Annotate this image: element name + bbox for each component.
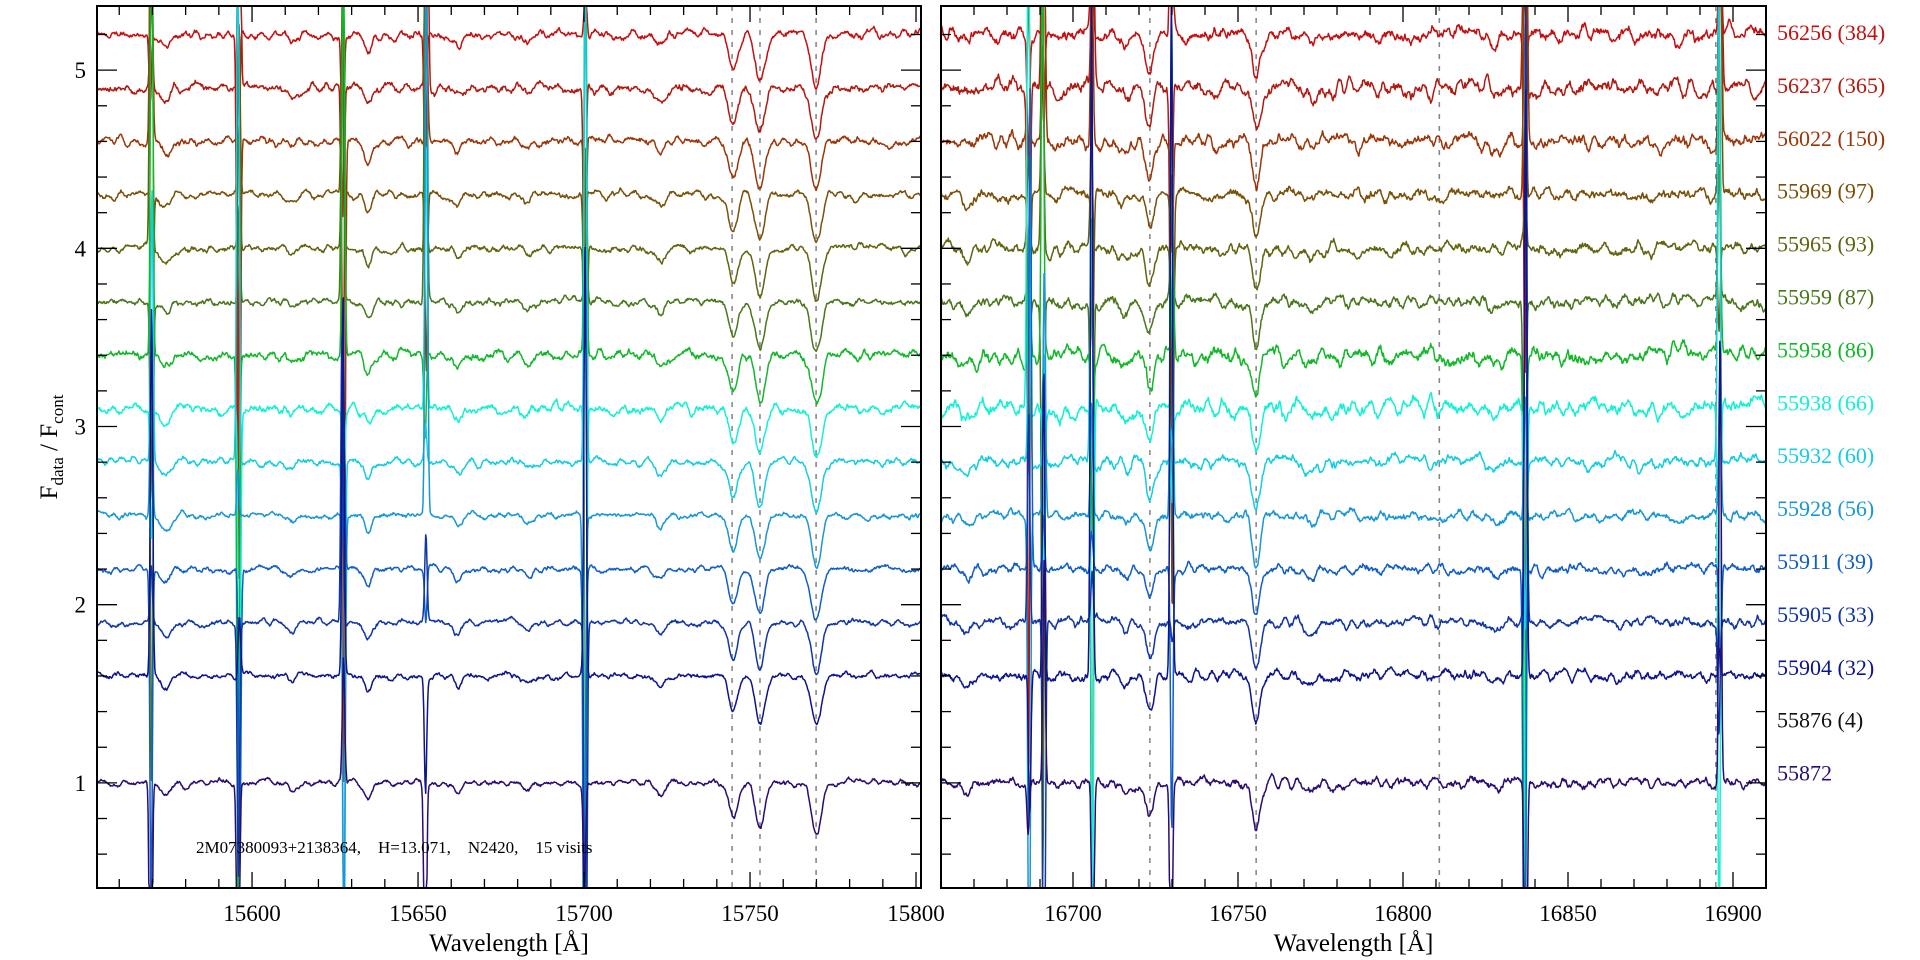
spectrum-55904 bbox=[941, 6, 1766, 814]
right-panel: 16700 16750 16800 16850 16900 Wavelength [Å] bbox=[940, 5, 1767, 957]
spectrum-56237 bbox=[97, 6, 921, 536]
spectrum-55932 bbox=[97, 6, 921, 888]
x-axis-label: Wavelength [Å] bbox=[429, 930, 589, 957]
spectrum-55965 bbox=[941, 6, 1766, 530]
y-tick-label: 2 bbox=[75, 593, 87, 618]
legend: 56256 (384) 56237 (365) 56022 (150) 55969 (… bbox=[1777, 20, 1885, 786]
legend-entry-56256: 56256 (384) bbox=[1777, 20, 1885, 45]
star-annotation: 2M07380093+2138364, H=13.071, N2420, 15 … bbox=[196, 838, 593, 857]
x-tick-label: 16800 bbox=[1374, 901, 1432, 926]
x-tick-label: 16850 bbox=[1539, 901, 1597, 926]
legend-entry-55911: 55911 (39) bbox=[1777, 549, 1873, 574]
legend-entry-55932: 55932 (60) bbox=[1777, 443, 1874, 468]
spectrum-55959 bbox=[941, 163, 1766, 888]
spectrum-55928 bbox=[97, 6, 921, 888]
legend-entry-56022: 56022 (150) bbox=[1777, 126, 1885, 151]
spectrum-55911 bbox=[941, 88, 1766, 888]
axes-frame bbox=[96, 5, 922, 889]
x-tick-label: 15600 bbox=[223, 901, 281, 926]
spectrum-55969 bbox=[97, 24, 921, 500]
spectrum-55965 bbox=[97, 6, 921, 803]
spectrum-56022 bbox=[97, 6, 921, 783]
legend-entry-55904: 55904 (32) bbox=[1777, 655, 1874, 680]
legend-entry-55965: 55965 (93) bbox=[1777, 232, 1874, 257]
spectrum-55959 bbox=[97, 6, 921, 781]
y-axis-label: Fdata / Fcont bbox=[36, 394, 67, 499]
x-tick-label: 15700 bbox=[555, 901, 613, 926]
x-tick-label: 16900 bbox=[1704, 901, 1762, 926]
legend-entry-55928: 55928 (56) bbox=[1777, 496, 1874, 521]
plot-area bbox=[941, 6, 1766, 888]
spectrum-55938 bbox=[941, 6, 1766, 888]
legend-entry-55959: 55959 (87) bbox=[1777, 285, 1874, 310]
legend-entry-55958: 55958 (86) bbox=[1777, 337, 1874, 362]
legend-entry-55938: 55938 (66) bbox=[1777, 390, 1874, 415]
spectrum-56022 bbox=[941, 6, 1766, 253]
x-tick-label: 15650 bbox=[389, 901, 447, 926]
spectrum-56237 bbox=[941, 6, 1766, 766]
legend-entry-55876: 55876 (4) bbox=[1777, 708, 1863, 733]
y-tick-label: 4 bbox=[75, 236, 87, 261]
spectrum-55932 bbox=[941, 6, 1766, 630]
left-panel: 15600 15650 15700 15750 15800 Wavelength [Å] 1… bbox=[75, 5, 945, 957]
spectrum-55928 bbox=[941, 6, 1766, 888]
x-tick-label: 15800 bbox=[887, 901, 945, 926]
spectrum-55872 bbox=[97, 657, 921, 888]
x-tick-label: 15750 bbox=[721, 901, 779, 926]
legend-entry-55905: 55905 (33) bbox=[1777, 602, 1874, 627]
x-tick-label: 16700 bbox=[1044, 901, 1102, 926]
spectrum-56256 bbox=[97, 6, 921, 523]
spectrum-55904 bbox=[97, 246, 921, 795]
axes-frame bbox=[940, 5, 1767, 889]
spectrum-56256 bbox=[941, 6, 1766, 374]
legend-entry-55969: 55969 (97) bbox=[1777, 179, 1874, 204]
legend-entry-56237: 56237 (365) bbox=[1777, 73, 1885, 98]
spectrum-55938 bbox=[97, 146, 921, 888]
spectrum-55958 bbox=[97, 6, 921, 888]
y-tick-label: 1 bbox=[75, 771, 87, 796]
spectrum-55872 bbox=[941, 340, 1766, 888]
y-tick-label: 5 bbox=[75, 58, 87, 83]
spectrum-55905 bbox=[97, 335, 921, 888]
x-axis-label: Wavelength [Å] bbox=[1274, 930, 1434, 957]
plot-area bbox=[97, 6, 921, 888]
spectrum-55958 bbox=[941, 6, 1766, 888]
spectrum-55911 bbox=[97, 448, 921, 888]
x-tick-label: 16750 bbox=[1209, 901, 1267, 926]
y-tick-label: 3 bbox=[75, 415, 87, 440]
spectrum-55905 bbox=[941, 6, 1766, 888]
spectrum-55969 bbox=[941, 6, 1766, 605]
legend-entry-55872: 55872 bbox=[1777, 761, 1832, 786]
